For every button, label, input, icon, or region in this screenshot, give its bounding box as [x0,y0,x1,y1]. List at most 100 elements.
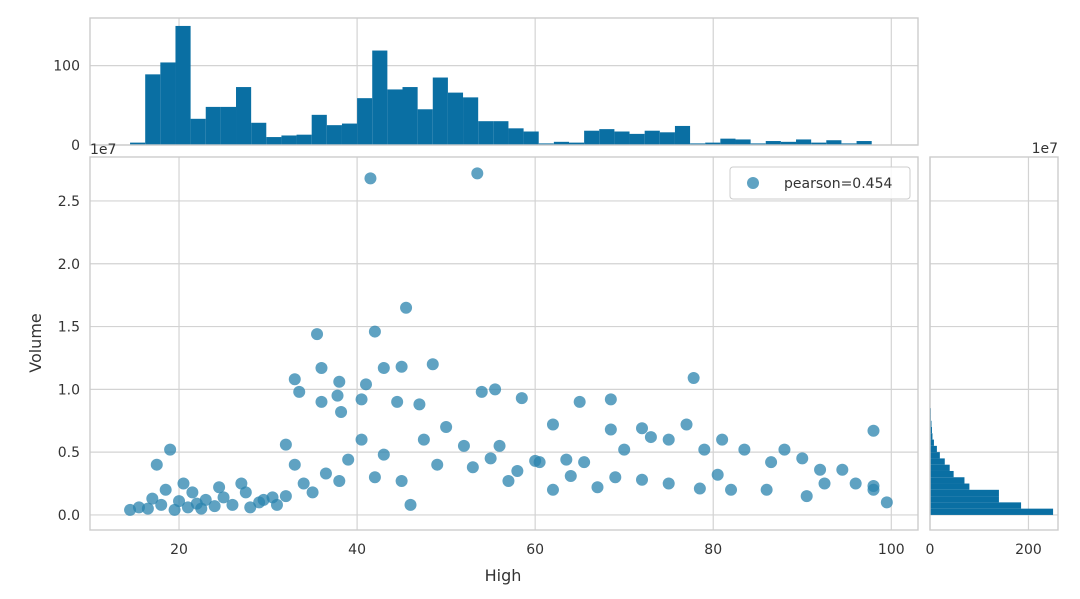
scatter-point [547,484,559,496]
scatter-point [836,464,848,476]
scatter-point [663,434,675,446]
scatter-point [578,456,590,468]
top-hist-bar [826,140,841,145]
top-hist-bar [312,115,327,145]
top-hist-bar [478,121,493,145]
legend-label: pearson=0.454 [784,176,892,192]
scatter-point [427,358,439,370]
scatter-point [356,434,368,446]
top-hist-bar [720,139,735,145]
scatter-point [333,376,345,388]
scatter-point [289,373,301,385]
scatter-point [850,478,862,490]
scatter-point [311,328,323,340]
scatter-point [235,478,247,490]
top-hist-bar [266,137,281,145]
top-hist-tick-label: 0 [71,138,80,154]
scatter-point [418,434,430,446]
y-tick-label: 2.0 [58,257,80,273]
scatter-point [186,486,198,498]
top-hist-bar [433,78,448,145]
legend-marker [747,177,759,189]
y-offset-label: 1e7 [90,142,116,158]
scatter-point [298,478,310,490]
right-hist-bar [930,477,964,483]
scatter-point [320,467,332,479]
legend: pearson=0.454 [730,167,910,199]
scatter-point [160,484,172,496]
scatter-point [765,456,777,468]
scatter-point [694,483,706,495]
right-hist-bar [930,471,954,477]
scatter-point [725,484,737,496]
scatter-point [534,456,546,468]
top-hist-bar [599,129,614,145]
scatter-point [335,406,347,418]
scatter-point [645,431,657,443]
scatter-point [405,499,417,511]
scatter-point [431,459,443,471]
scatter-point [574,396,586,408]
top-hist-bar [493,121,508,145]
x-tick-label: 20 [170,542,188,558]
top-hist-bar [175,26,190,145]
top-hist-bar [281,135,296,145]
scatter-point [413,398,425,410]
scatter-point [712,469,724,481]
y-tick-label: 2.5 [58,194,80,210]
right-hist-bar [930,452,940,458]
scatter-point [369,326,381,338]
scatter-point [494,440,506,452]
scatter-point [605,393,617,405]
scatter-point [471,167,483,179]
top-hist-bar [645,131,660,145]
top-hist-bar [372,51,387,145]
scatter-point [369,471,381,483]
right-hist-bar [930,490,999,496]
right-hist-tick-label: 0 [926,542,935,558]
scatter-point [605,424,617,436]
x-tick-label: 40 [348,542,366,558]
scatter-point [796,452,808,464]
scatter-point [819,478,831,490]
scatter-point [400,302,412,314]
scatter-point [814,464,826,476]
scatter-point [177,478,189,490]
right-hist-bar [930,484,969,490]
y-tick-label: 0.5 [58,445,80,461]
main-grid [90,157,918,530]
scatter-point [801,490,813,502]
right-hist-bar [930,509,1053,515]
scatter-point [511,465,523,477]
scatter-point [289,459,301,471]
y-tick-label: 1.0 [58,382,80,398]
scatter-point [124,504,136,516]
scatter-point [391,396,403,408]
top-hist-bar [660,132,675,145]
x-tick-label: 60 [526,542,544,558]
scatter-point [688,372,700,384]
scatter-point [467,461,479,473]
top-hist-bar [297,135,312,145]
top-hist-bar [251,123,266,145]
top-hist-bar [584,131,599,145]
top-hist-bar [448,93,463,145]
scatter-point [698,444,710,456]
scatter-point [867,484,879,496]
scatter-point [164,444,176,456]
scatter-point [565,470,577,482]
top-hist-bars [130,26,872,145]
scatter-point [280,439,292,451]
scatter-point [258,494,270,506]
scatter-point [293,386,305,398]
top-hist-bar [524,132,539,145]
scatter-point [716,434,728,446]
scatter-point [738,444,750,456]
scatter-point [378,362,390,374]
scatter-points [124,167,893,516]
y-tick-labels: 0.00.51.01.52.02.5 [58,194,80,524]
